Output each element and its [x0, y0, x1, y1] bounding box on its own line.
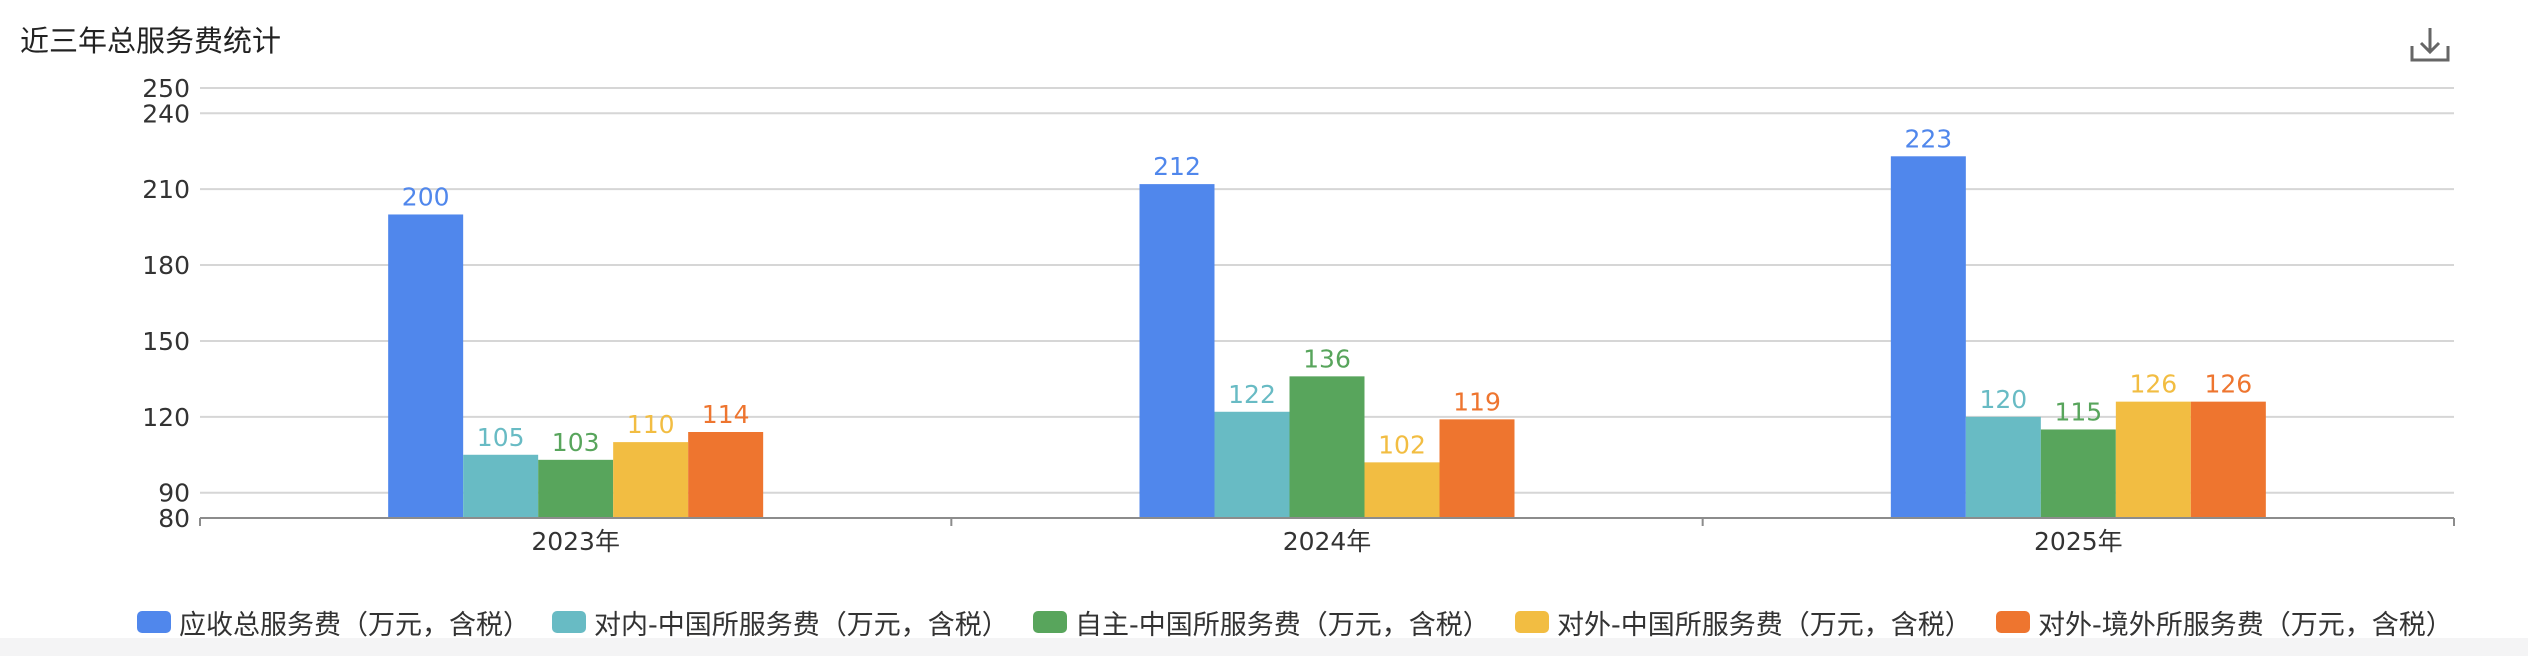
y-tick-label: 80 [158, 504, 190, 533]
data-label: 120 [1979, 385, 2027, 414]
legend-swatch [552, 611, 586, 633]
legend-label: 应收总服务费（万元，含税） [179, 609, 530, 641]
bar[interactable] [463, 454, 539, 518]
data-label: 105 [477, 423, 525, 452]
data-label: 223 [1904, 124, 1952, 153]
y-tick-label: 120 [142, 403, 190, 432]
data-label: 114 [702, 400, 750, 429]
bar[interactable] [538, 459, 614, 518]
legend-item[interactable]: 自主-中国所服务费（万元，含税） [1033, 602, 1490, 642]
download-button[interactable] [2408, 22, 2452, 66]
y-tick-label: 250 [142, 74, 190, 103]
legend-item[interactable]: 对内-中国所服务费（万元，含税） [552, 602, 1009, 642]
data-label: 115 [2054, 397, 2102, 426]
legend-item[interactable]: 对外-中国所服务费（万元，含税） [1515, 602, 1972, 642]
bar[interactable] [1364, 462, 1440, 518]
y-tick-label: 150 [142, 327, 190, 356]
bar[interactable] [688, 432, 764, 518]
y-tick-label: 90 [158, 479, 190, 508]
legend-label: 对外-境外所服务费（万元，含税） [2038, 609, 2453, 641]
data-label: 136 [1303, 344, 1351, 373]
data-label: 103 [552, 428, 600, 457]
x-tick-label: 2024年 [1283, 527, 1372, 556]
bar[interactable] [1890, 156, 1966, 518]
bar[interactable] [1439, 419, 1515, 518]
x-tick-label: 2025年 [2034, 527, 2123, 556]
legend-swatch [1033, 611, 1067, 633]
bar[interactable] [1214, 411, 1290, 518]
y-tick-label: 210 [142, 175, 190, 204]
legend-swatch [137, 611, 171, 633]
x-tick-label: 2023年 [531, 527, 620, 556]
chart-title: 近三年总服务费统计 [20, 24, 282, 58]
bar[interactable] [2190, 401, 2266, 518]
data-label: 212 [1153, 152, 1201, 181]
y-tick-label: 240 [142, 99, 190, 128]
data-label: 126 [2204, 370, 2252, 399]
legend-item[interactable]: 对外-境外所服务费（万元，含税） [1996, 602, 2453, 642]
legend-swatch [1515, 611, 1549, 633]
legend-swatch [1996, 611, 2030, 633]
bar[interactable] [1289, 376, 1365, 518]
y-tick-label: 180 [142, 251, 190, 280]
bar[interactable] [388, 214, 464, 518]
data-label: 200 [402, 182, 450, 211]
legend-label: 自主-中国所服务费（万元，含税） [1075, 609, 1490, 641]
data-label: 110 [627, 410, 675, 439]
bars [388, 156, 2266, 518]
bar[interactable] [1139, 184, 1215, 518]
data-labels: 200 105 103 110 114 212 122 136 102 119 223 120 115 1… [402, 124, 2252, 459]
bar[interactable] [2115, 401, 2191, 518]
bar[interactable] [613, 442, 689, 518]
data-label: 119 [1453, 387, 1501, 416]
bottom-strip [0, 638, 2528, 656]
x-axis: 2023年 2024年 2025年 [199, 517, 2455, 556]
legend-item[interactable]: 应收总服务费（万元，含税） [137, 602, 530, 642]
legend-label: 对外-中国所服务费（万元，含税） [1557, 609, 1972, 641]
bar[interactable] [2040, 429, 2116, 518]
data-label: 126 [2129, 370, 2177, 399]
bar[interactable] [1965, 416, 2041, 518]
data-label: 122 [1228, 380, 1276, 409]
data-label: 102 [1378, 430, 1426, 459]
download-icon [2410, 28, 2450, 62]
legend-label: 对内-中国所服务费（万元，含税） [594, 609, 1009, 641]
